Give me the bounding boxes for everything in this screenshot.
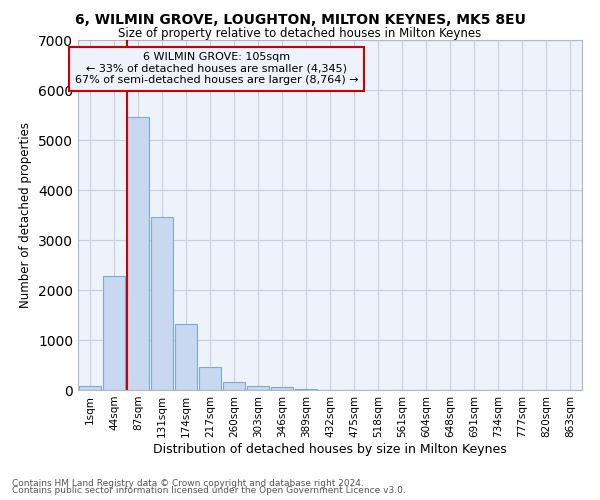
Text: 6 WILMIN GROVE: 105sqm
← 33% of detached houses are smaller (4,345)
67% of semi-: 6 WILMIN GROVE: 105sqm ← 33% of detached… xyxy=(75,52,358,86)
Text: 6, WILMIN GROVE, LOUGHTON, MILTON KEYNES, MK5 8EU: 6, WILMIN GROVE, LOUGHTON, MILTON KEYNES… xyxy=(74,12,526,26)
Bar xyxy=(175,324,197,390)
Text: Contains public sector information licensed under the Open Government Licence v3: Contains public sector information licen… xyxy=(12,486,406,495)
Y-axis label: Number of detached properties: Number of detached properties xyxy=(19,122,32,308)
Text: Size of property relative to detached houses in Milton Keynes: Size of property relative to detached ho… xyxy=(118,28,482,40)
Bar xyxy=(247,386,269,390)
Bar xyxy=(127,116,149,390)
X-axis label: Distribution of detached houses by size in Milton Keynes: Distribution of detached houses by size … xyxy=(153,442,507,456)
Bar xyxy=(271,387,293,390)
Text: Contains HM Land Registry data © Crown copyright and database right 2024.: Contains HM Land Registry data © Crown c… xyxy=(12,478,364,488)
Bar xyxy=(103,276,125,390)
Bar xyxy=(199,366,221,390)
Bar xyxy=(223,382,245,390)
Bar xyxy=(295,388,317,390)
Bar xyxy=(79,386,101,390)
Bar xyxy=(151,217,173,390)
